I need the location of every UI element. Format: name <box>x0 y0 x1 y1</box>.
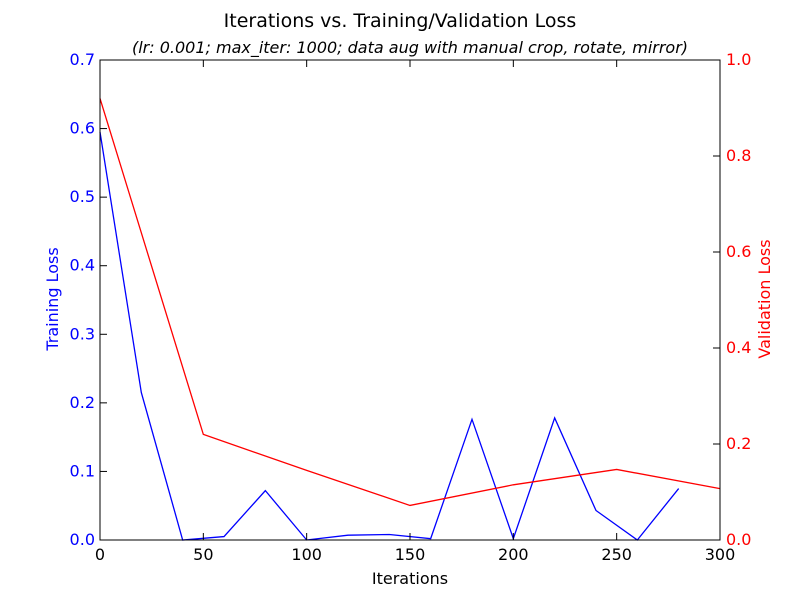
y-axis-left-label: Training Loss <box>43 247 62 351</box>
y-left-tick-label: 0.6 <box>70 119 95 138</box>
chart-title: Iterations vs. Training/Validation Loss <box>224 10 577 32</box>
x-tick-label: 0 <box>95 545 105 564</box>
x-tick-label: 50 <box>193 545 213 564</box>
x-axis-label: Iterations <box>372 569 448 588</box>
x-tick-label: 200 <box>498 545 529 564</box>
y-right-tick-label: 0.8 <box>726 146 751 165</box>
training-loss-line <box>99 131 680 541</box>
plot-frame <box>99 59 721 541</box>
x-tick-label: 250 <box>601 545 632 564</box>
chart-subtitle: (lr: 0.001; max_iter: 1000; data aug wit… <box>132 38 688 58</box>
y-axis-right-label: Validation Loss <box>755 239 774 358</box>
y-right-tick-label: 0.0 <box>726 530 751 549</box>
x-tick-label: 100 <box>291 545 322 564</box>
y-left-tick-label: 0.2 <box>70 393 95 412</box>
validation-loss-line <box>99 98 721 507</box>
y-left-tick-label: 0.0 <box>70 530 95 549</box>
y-right-tick-label: 0.2 <box>726 434 751 453</box>
y-left-tick-label: 0.1 <box>70 461 95 480</box>
y-right-tick-label: 0.4 <box>726 338 751 357</box>
x-tick-label: 300 <box>705 545 736 564</box>
x-tick-label: 150 <box>395 545 426 564</box>
y-right-tick-label: 1.0 <box>726 50 751 69</box>
y-left-tick-label: 0.5 <box>70 187 95 206</box>
y-left-tick-label: 0.3 <box>70 324 95 343</box>
plot-area: 0 50 100 150 200 250 3000.00.10.20.30.40.50.60… <box>70 50 752 564</box>
y-left-tick-label: 0.7 <box>70 50 95 69</box>
y-right-tick-label: 0.6 <box>726 242 751 261</box>
y-left-tick-label: 0.4 <box>70 256 95 275</box>
